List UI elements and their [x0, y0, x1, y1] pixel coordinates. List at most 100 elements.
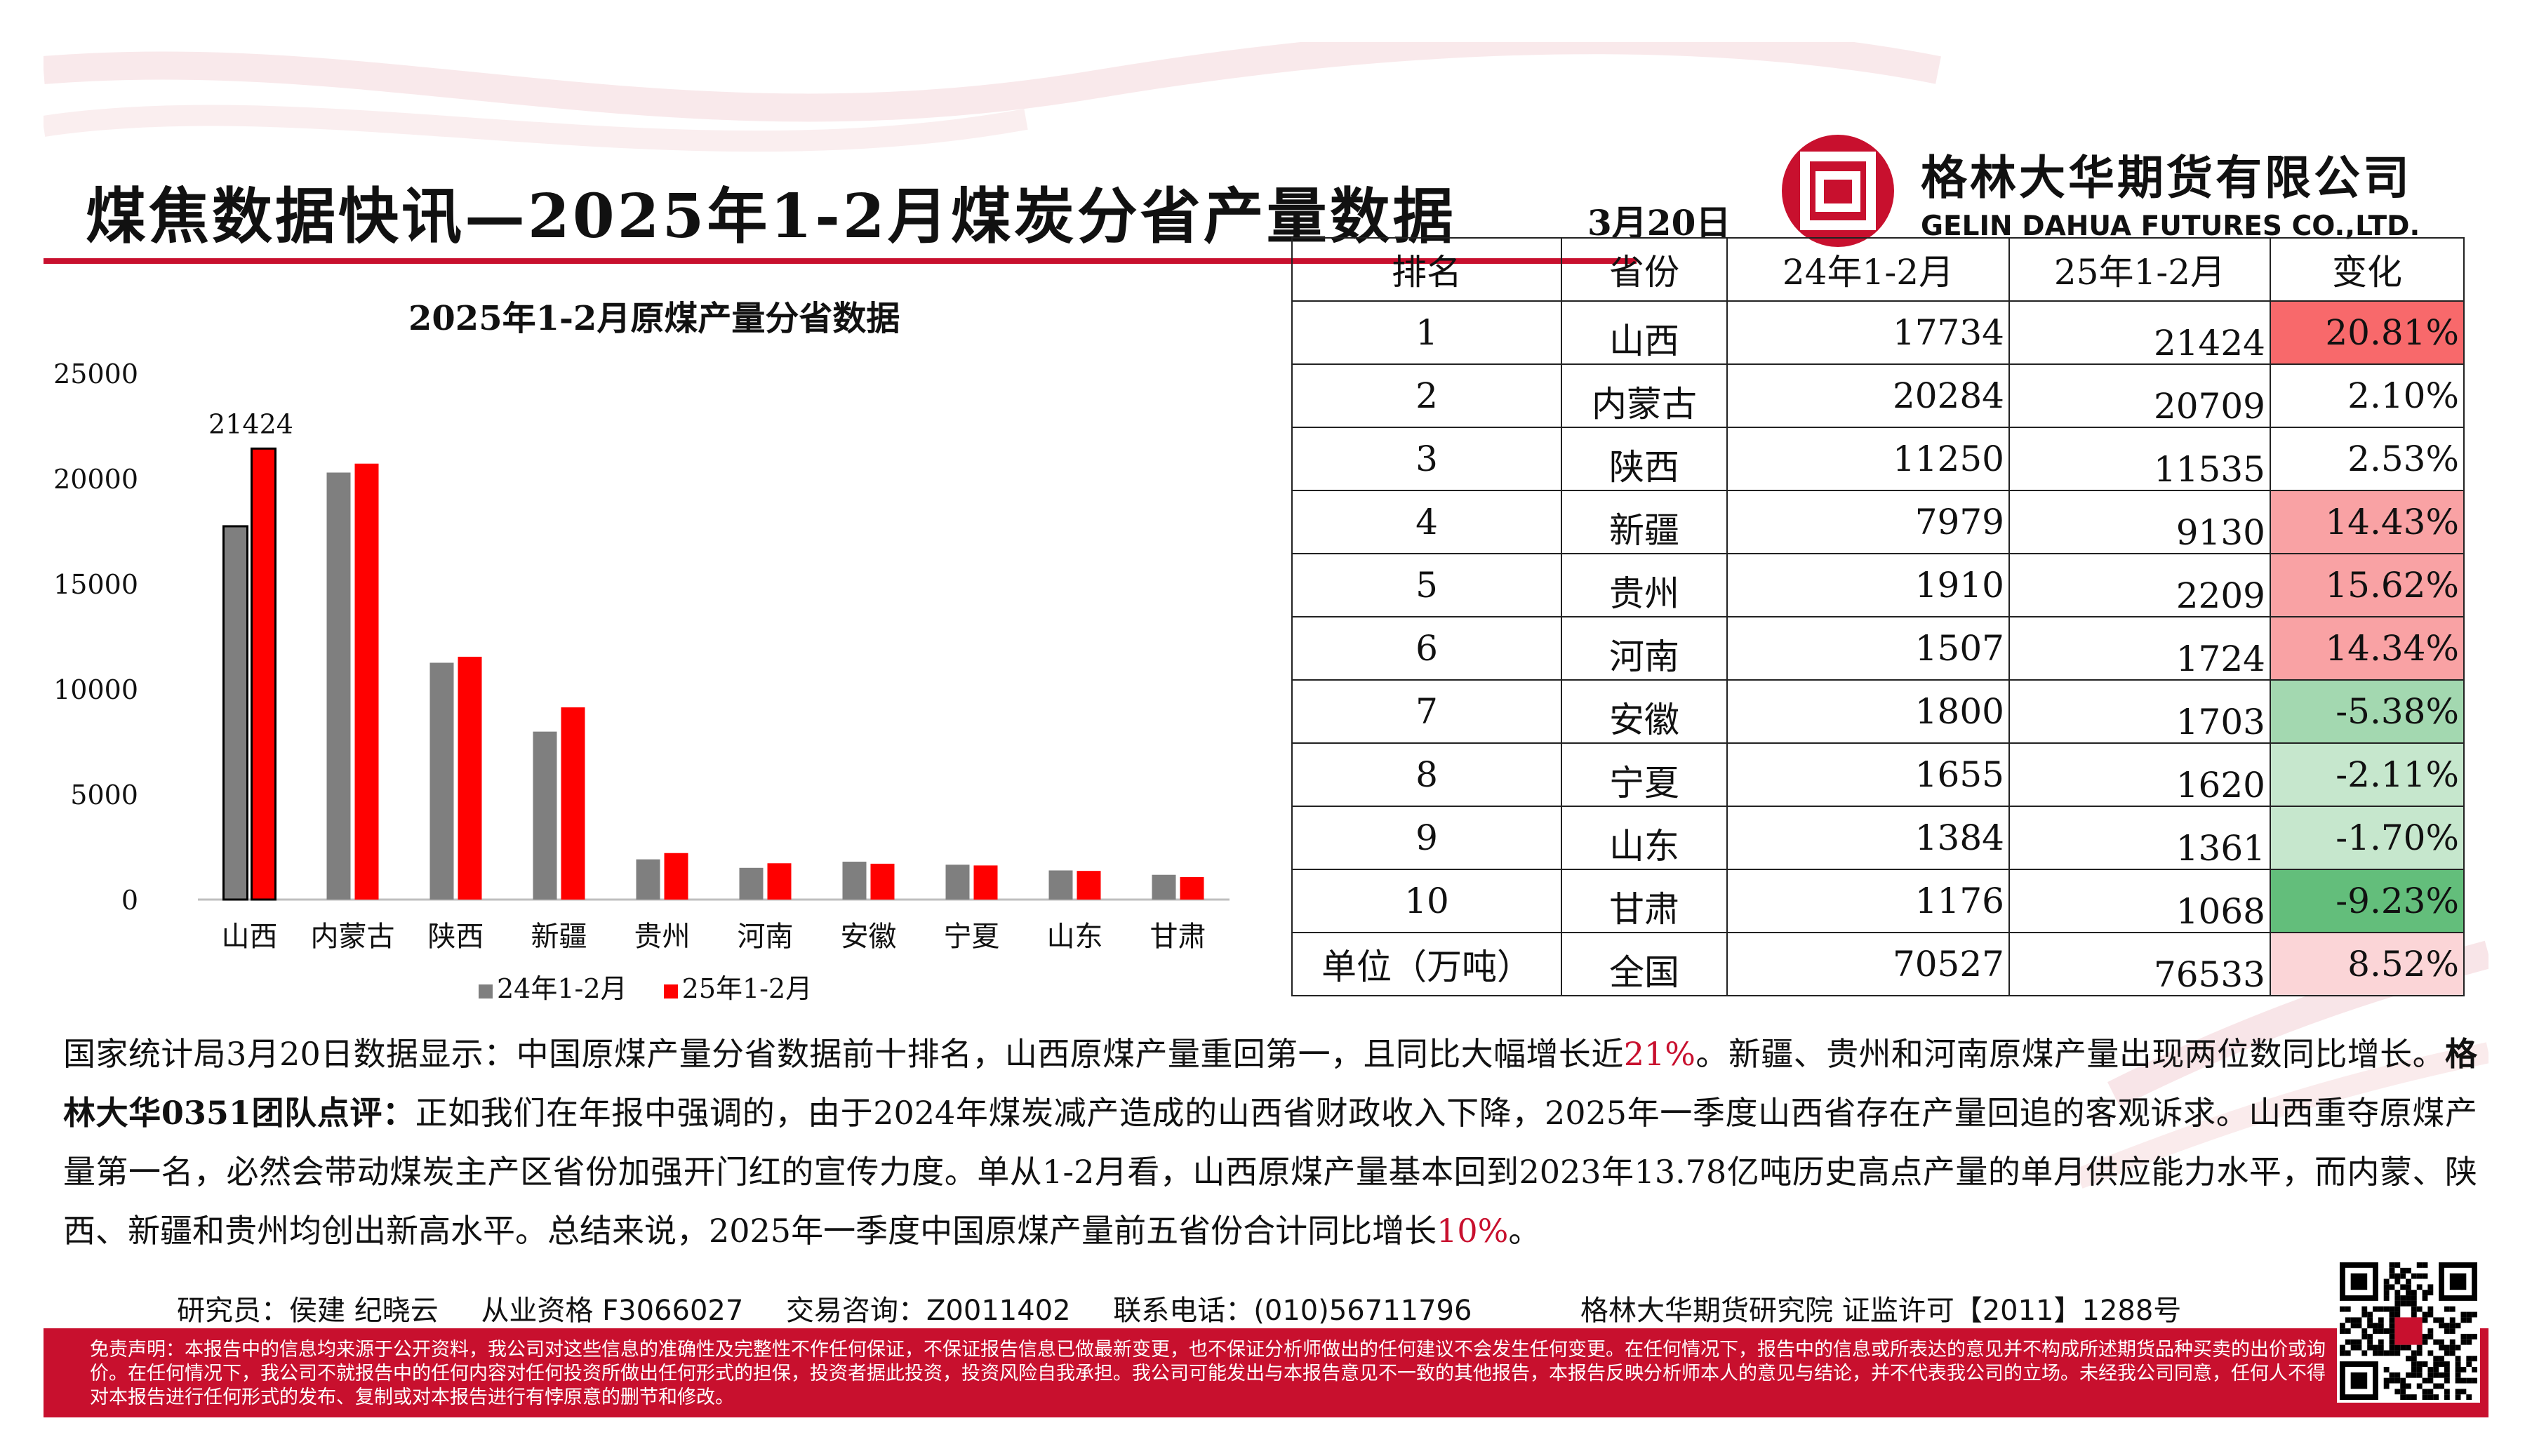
cell-rank: 2 [1291, 363, 1562, 428]
qr-module [2416, 1372, 2423, 1378]
report-title: 煤焦数据快讯—2025年1-2月煤炭分省产量数据 [86, 181, 1456, 252]
comment-text-2: 。新疆、贵州和河南原煤产量出现两位数同比增长。 [1695, 1035, 2445, 1073]
cell-rank: 单位（万吨） [1291, 932, 1562, 996]
qr-module [2427, 1389, 2434, 1395]
bar-25 [1077, 871, 1101, 900]
cell-24: 1655 [1726, 742, 2010, 807]
institute-license: 格林大华期货研究院 证监许可【2011】1288号 [1580, 1295, 2182, 1327]
qr-module [2361, 1328, 2368, 1334]
qr-module [2439, 1317, 2444, 1323]
qr-module [2394, 1344, 2401, 1351]
qr-module [2400, 1394, 2406, 1400]
cell-24: 1910 [1726, 553, 2010, 617]
qr-module [2378, 1306, 2384, 1312]
qr-module [2455, 1356, 2461, 1362]
qr-module [2449, 1328, 2456, 1334]
qr-module [2439, 1356, 2444, 1362]
cell-rank: 1 [1291, 300, 1562, 365]
qr-module [2433, 1383, 2439, 1389]
cell-rank: 6 [1291, 616, 1562, 681]
qr-module [2444, 1306, 2450, 1312]
qr-module [2444, 1350, 2450, 1356]
ranking-table: 排名 省份 24年1-2月 25年1-2月 变化 1 山西 17734 21424 20… [1291, 237, 2465, 996]
table-row: 8 宁夏 1655 1620 -2.11% [1291, 742, 2465, 807]
cell-province: 山东 [1561, 806, 1728, 870]
chart-legend: 24年1-2月 25年1-2月 [479, 967, 840, 1006]
cell-province: 宁夏 [1561, 742, 1728, 807]
qr-module [2466, 1333, 2472, 1340]
company-logo-icon [1782, 135, 1894, 247]
bar-25 [1180, 876, 1204, 900]
legend-item-25: 25年1-2月 [663, 967, 812, 1006]
cell-province: 甘肃 [1561, 869, 1728, 933]
qr-module [2422, 1339, 2428, 1345]
cell-province: 安徽 [1561, 679, 1728, 744]
qr-module [2455, 1344, 2461, 1351]
qr-module [2455, 1372, 2461, 1378]
bar-25 [870, 863, 895, 900]
cell-change: 14.43% [2270, 490, 2465, 554]
qr-module [2444, 1323, 2450, 1329]
qr-module [2406, 1372, 2411, 1378]
cell-24: 20284 [1726, 363, 2010, 428]
bar-25 [354, 463, 379, 900]
qr-module [2422, 1389, 2428, 1395]
qr-module [2400, 1273, 2406, 1279]
cell-24: 1507 [1726, 616, 2010, 681]
qr-module [2400, 1295, 2406, 1301]
qr-module [2356, 1317, 2362, 1323]
qr-module [2367, 1339, 2373, 1345]
x-tick-label: 内蒙古 [311, 921, 395, 953]
qr-module [2460, 1311, 2467, 1318]
researcher-names: 研究员：侯建 纪晓云 [177, 1295, 439, 1327]
cell-rank: 8 [1291, 742, 1562, 807]
table-row: 6 河南 1507 1724 14.34% [1291, 616, 2465, 681]
cell-25: 1068 [2008, 869, 2271, 933]
qr-module [2394, 1306, 2401, 1312]
qr-module [2439, 1372, 2444, 1378]
disclaimer-text: 免责声明：本报告中的信息均来源于公开资料，我公司对这些信息的准确性及完整性不作任… [90, 1339, 2326, 1408]
table-row: 9 山东 1384 1361 -1.70% [1291, 806, 2465, 870]
cell-rank: 10 [1291, 869, 1562, 933]
bar-24 [842, 862, 867, 900]
cell-province: 陕西 [1561, 427, 1728, 491]
cell-24: 7979 [1726, 490, 2010, 554]
qr-module [2422, 1273, 2428, 1279]
qr-module [2389, 1372, 2395, 1378]
qr-module [2394, 1300, 2401, 1307]
qr-module [2427, 1372, 2434, 1378]
qr-module [2340, 1323, 2345, 1329]
qr-module [2389, 1339, 2395, 1345]
qr-module [2427, 1306, 2434, 1312]
y-tick-label: 15000 [53, 569, 138, 600]
qr-module [2350, 1372, 2368, 1389]
qr-module [2361, 1350, 2368, 1356]
bar-24 [636, 859, 660, 900]
cell-25: 2209 [2008, 553, 2271, 617]
qr-module [2406, 1290, 2411, 1296]
y-tick-label: 25000 [53, 359, 138, 389]
cell-change: 2.53% [2270, 427, 2465, 491]
y-tick-label: 10000 [53, 674, 138, 705]
qr-module [2383, 1377, 2390, 1384]
x-tick-label: 贵州 [634, 921, 691, 953]
qr-module [2455, 1377, 2461, 1384]
table-row: 5 贵州 1910 2209 15.62% [1291, 553, 2465, 617]
y-tick-label: 0 [121, 885, 138, 916]
qr-module [2444, 1389, 2450, 1395]
qr-module [2389, 1284, 2395, 1290]
data-label: 21424 [208, 408, 293, 439]
cell-25: 1703 [2008, 679, 2271, 744]
qr-module [2350, 1323, 2357, 1329]
header-change: 变化 [2270, 237, 2465, 302]
qr-module [2472, 1356, 2477, 1362]
bar-24 [326, 472, 351, 900]
qr-module [2427, 1328, 2434, 1334]
qr-module [2356, 1323, 2362, 1329]
legend-item-24: 24年1-2月 [479, 967, 627, 1006]
cell-25: 76533 [2008, 932, 2271, 996]
company-name-en: GELIN DAHUA FUTURES CO.,LTD. [1921, 211, 2420, 242]
qr-module [2427, 1333, 2434, 1340]
qr-module [2422, 1333, 2428, 1340]
qr-module [2406, 1267, 2411, 1274]
